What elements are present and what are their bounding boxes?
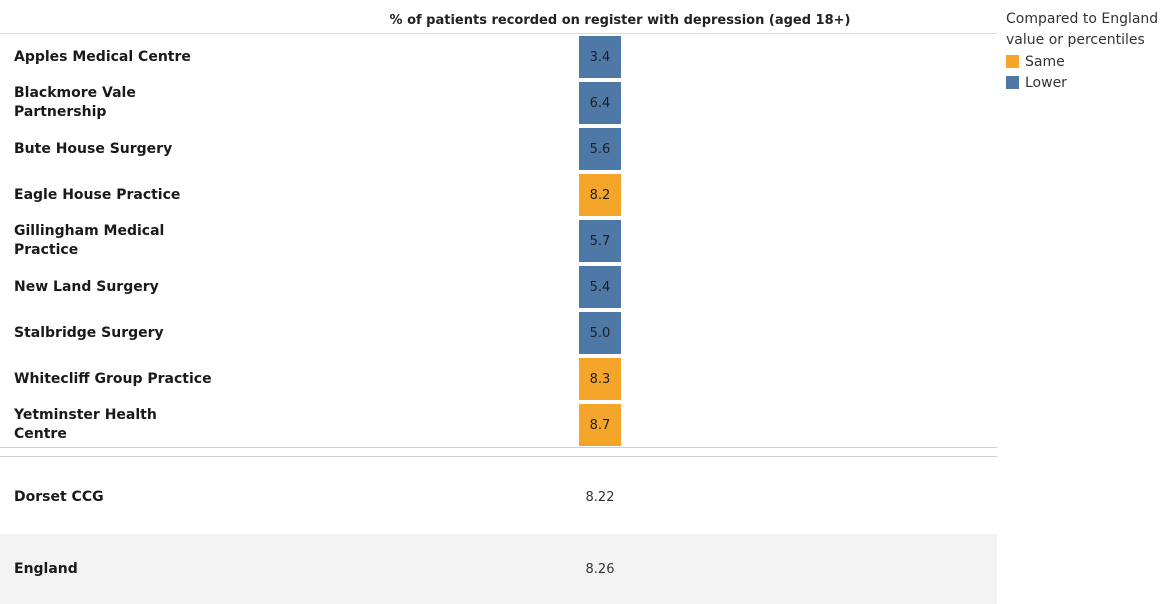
header-divider	[0, 33, 997, 34]
practice-name: Bute House Surgery	[14, 140, 173, 157]
value-cell[interactable]: 3.4	[579, 36, 621, 78]
value-cell[interactable]: 5.7	[579, 220, 621, 262]
legend-swatch-same	[1006, 55, 1019, 68]
practice-name: Gillingham Medical Practice	[14, 223, 165, 258]
summary-value: 8.26	[585, 561, 615, 577]
practice-name: Yetminster Health Centre	[14, 407, 157, 442]
practice-name: New Land Surgery	[14, 278, 159, 295]
table-row: Whitecliff Group Practice 8.3	[0, 356, 997, 402]
value-cell[interactable]: 8.2	[579, 174, 621, 216]
table-row: Eagle House Practice 8.2	[0, 172, 997, 218]
summary-row-england: England 8.26	[0, 534, 997, 604]
chart-title: % of patients recorded on register with …	[389, 13, 851, 28]
legend-title-line1: Compared to England	[1006, 11, 1159, 27]
practice-name: Eagle House Practice	[14, 186, 181, 203]
value-cell[interactable]: 6.4	[579, 82, 621, 124]
table-row: Yetminster Health Centre 8.7	[0, 402, 997, 448]
legend: Compared to England value or percentiles…	[1006, 9, 1172, 93]
practice-name: Apples Medical Centre	[14, 48, 191, 65]
section-divider-bottom	[0, 456, 997, 457]
table-row: Stalbridge Surgery 5.0	[0, 310, 997, 356]
summary-value: 8.22	[585, 489, 615, 505]
summary-label: Dorset CCG	[14, 489, 104, 505]
practice-name: Stalbridge Surgery	[14, 324, 164, 341]
table-row: Gillingham Medical Practice 5.7	[0, 218, 997, 264]
section-divider-top	[0, 447, 997, 448]
legend-swatch-lower	[1006, 76, 1019, 89]
value-cell[interactable]: 8.7	[579, 404, 621, 446]
table-row: Blackmore Vale Partnership 6.4	[0, 80, 997, 126]
value-cell[interactable]: 8.3	[579, 358, 621, 400]
legend-item-lower[interactable]: Lower	[1006, 72, 1172, 93]
practice-rows: Apples Medical Centre 3.4 Blackmore Vale P…	[0, 34, 997, 448]
legend-label: Same	[1025, 53, 1065, 70]
value-cell[interactable]: 5.4	[579, 266, 621, 308]
table-row: Apples Medical Centre 3.4	[0, 34, 997, 80]
practice-name: Whitecliff Group Practice	[14, 370, 212, 387]
table-row: New Land Surgery 5.4	[0, 264, 997, 310]
practice-name: Blackmore Vale Partnership	[14, 85, 136, 120]
legend-item-same[interactable]: Same	[1006, 51, 1172, 72]
summary-label: England	[14, 561, 78, 577]
summary-row-dorset-ccg: Dorset CCG 8.22	[0, 462, 997, 532]
legend-label: Lower	[1025, 74, 1067, 91]
table-row: Bute House Surgery 5.6	[0, 126, 997, 172]
value-cell[interactable]: 5.6	[579, 128, 621, 170]
legend-title-line2: value or percentiles	[1006, 32, 1145, 48]
value-cell[interactable]: 5.0	[579, 312, 621, 354]
